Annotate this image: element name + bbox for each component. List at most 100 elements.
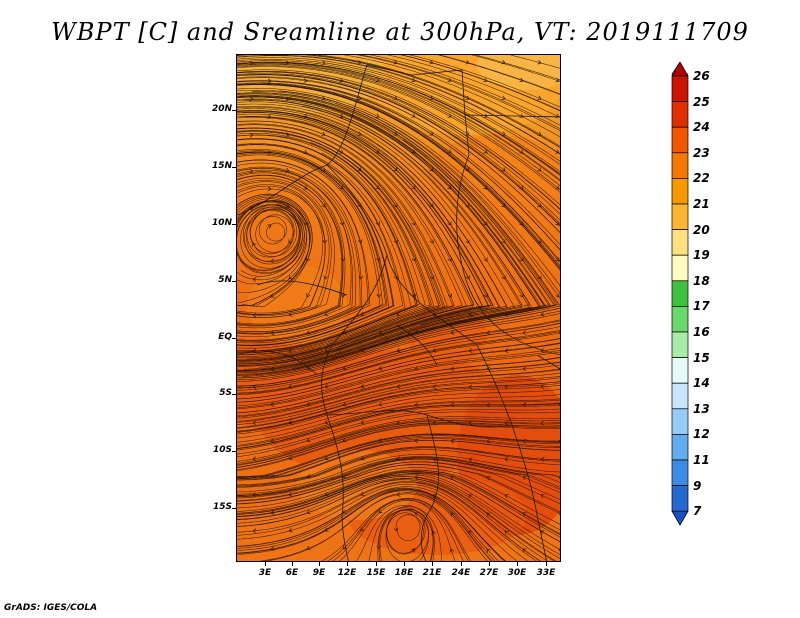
streamline [237,90,560,294]
streamline [244,74,560,227]
streamline [359,55,560,129]
streamline [438,55,560,95]
streamline [237,434,560,477]
streamline [237,473,560,550]
streamline-arrow [252,242,257,247]
streamline [237,419,560,465]
streamline-arrow [555,149,560,154]
streamline-arrow [358,239,363,244]
streamline-arrow [342,545,347,550]
streamline-arrow [378,402,383,407]
streamline [237,59,560,165]
colorbar-label: 25 [693,94,710,109]
lon-tick [347,562,348,566]
colorbar-top-arrow [671,62,688,75]
streamline-arrow [288,420,293,425]
streamline-arrow [465,203,470,208]
colorbar-swatch [671,306,689,333]
streamline [237,84,560,271]
streamline [237,179,332,316]
streamline [237,174,343,325]
streamline [237,200,310,283]
streamline [356,55,560,131]
streamline [237,364,560,419]
streamline-arrow [504,457,509,462]
streamline-arrow [447,293,453,298]
streamline-arrow [393,167,398,172]
colorbar-swatch [671,434,689,461]
colorbar-label: 14 [693,376,710,391]
streamline [237,342,560,403]
streamline-arrow [450,330,455,335]
streamline [237,133,431,357]
streamline [237,476,557,561]
streamline [237,449,560,488]
lat-label: 5S [219,388,232,398]
streamline [237,403,560,449]
streamline-arrow [321,203,326,208]
streamline [409,55,560,108]
streamline-arrow [486,548,491,553]
streamline-arrow [450,512,455,517]
streamline [237,467,560,525]
border-line [476,344,513,426]
streamline-arrow [537,167,542,172]
streamline-arrow [522,366,527,372]
colorbar-top-arrow [671,62,689,77]
colorbar-label: 19 [693,248,710,263]
streamline [386,55,560,118]
streamline-arrow [555,113,560,118]
streamline [237,440,560,481]
streamline-arrow [411,185,416,190]
border-line [464,114,560,118]
streamline-arrow [429,95,434,100]
streamline-arrow [288,384,293,389]
streamline [237,487,506,561]
streamline-arrow [342,402,347,407]
streamline [237,123,455,361]
streamline-arrow [360,347,365,353]
streamline [237,435,560,478]
streamline-arrow [447,77,452,83]
streamline [237,167,352,329]
streamline [237,402,560,449]
streamline [237,377,560,429]
streamline-arrow [324,527,329,532]
streamline [237,438,560,480]
temperature-blob [427,135,560,215]
streamline-arrow [270,510,275,515]
lon-label: 21E [422,568,442,578]
streamline-arrow [519,293,524,298]
streamline-arrow [360,420,365,425]
streamline-arrow [288,275,293,280]
streamline [237,65,560,191]
lon-label: 15E [366,568,386,578]
streamline-arrow [393,60,398,65]
streamline [237,177,335,318]
streamline-arrow [360,455,365,461]
streamline-arrow [378,509,383,514]
streamline [237,134,435,337]
streamline-arrow [540,494,545,499]
streamline [237,112,490,361]
streamline [237,198,307,281]
streamline-arrow [483,257,488,262]
streamline [237,361,560,417]
streamline-arrow [519,77,524,83]
streamline-arrow [450,475,455,481]
colorbar-swatch [671,178,689,205]
colorbar-swatch [671,280,689,307]
colorbar-swatch [671,485,689,512]
streamline-arrow [540,384,545,390]
streamline-arrow [558,512,560,517]
streamline-arrow [468,494,473,499]
streamline [237,138,418,353]
streamline-arrow [540,420,545,426]
streamline [369,55,560,126]
streamline-arrow [501,95,506,100]
streamline-arrow [537,275,542,280]
streamline-arrow [270,293,275,298]
streamline [237,159,369,334]
streamline [237,408,560,455]
streamline-arrow [537,239,542,244]
